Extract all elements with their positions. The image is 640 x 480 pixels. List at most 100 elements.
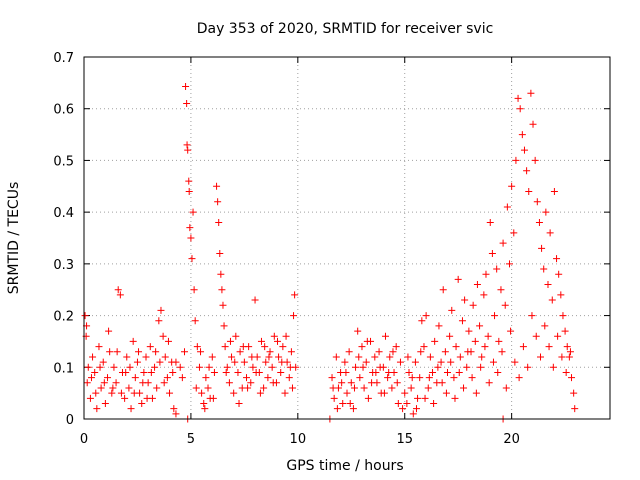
data-point — [570, 389, 578, 397]
data-point — [396, 358, 404, 366]
data-point — [550, 187, 558, 195]
data-point — [499, 239, 507, 247]
data-point — [151, 363, 159, 371]
data-point — [160, 379, 168, 387]
data-point — [332, 353, 340, 361]
data-point — [190, 286, 198, 294]
data-point — [251, 296, 259, 304]
data-point — [345, 348, 353, 356]
data-point — [388, 384, 396, 392]
data-point — [491, 312, 499, 320]
data-point — [506, 260, 514, 268]
data-point — [170, 405, 178, 413]
data-point — [338, 379, 346, 387]
data-point — [503, 203, 511, 211]
data-point — [447, 358, 455, 366]
data-point — [210, 368, 218, 376]
data-point — [176, 363, 184, 371]
data-point — [429, 368, 437, 376]
data-point — [389, 348, 397, 356]
data-point — [450, 374, 458, 382]
data-point — [553, 255, 561, 263]
data-point — [538, 244, 546, 252]
data-point — [350, 384, 358, 392]
data-point — [435, 322, 443, 330]
data-point — [198, 389, 206, 397]
data-point — [83, 379, 91, 387]
data-point — [555, 270, 563, 278]
data-point — [234, 368, 242, 376]
data-point — [401, 389, 409, 397]
data-point — [92, 389, 100, 397]
data-point — [84, 363, 92, 371]
data-point — [565, 353, 573, 361]
data-point — [117, 389, 125, 397]
data-point — [482, 270, 490, 278]
data-point — [235, 399, 243, 407]
data-point — [471, 337, 479, 345]
data-point — [510, 229, 518, 237]
data-point — [192, 384, 200, 392]
data-point — [542, 208, 550, 216]
data-point — [414, 394, 422, 402]
data-point — [244, 384, 252, 392]
data-point — [121, 394, 129, 402]
data-point — [89, 353, 97, 361]
data-point — [416, 374, 424, 382]
data-point — [214, 198, 222, 206]
data-point — [394, 399, 402, 407]
data-point — [512, 156, 520, 164]
y-tick-label: 0 — [66, 413, 74, 428]
data-point — [125, 384, 133, 392]
data-point — [155, 317, 163, 325]
data-point — [189, 208, 197, 216]
data-point — [100, 379, 108, 387]
data-point — [139, 379, 147, 387]
data-point — [495, 337, 503, 345]
data-point — [464, 348, 472, 356]
data-point — [142, 353, 150, 361]
data-point — [286, 363, 294, 371]
data-point — [287, 348, 295, 356]
data-point — [380, 389, 388, 397]
data-point — [221, 343, 229, 351]
data-point — [465, 327, 473, 335]
data-point — [403, 399, 411, 407]
data-point — [172, 410, 180, 418]
data-point — [486, 218, 494, 226]
data-point — [131, 374, 139, 382]
data-point — [204, 384, 212, 392]
data-point — [376, 363, 384, 371]
x-tick-label: 5 — [187, 432, 195, 447]
data-point — [266, 348, 274, 356]
data-point — [392, 343, 400, 351]
data-point — [518, 131, 526, 139]
data-point — [501, 301, 509, 309]
data-point — [201, 405, 209, 413]
data-point — [265, 353, 273, 361]
data-point — [494, 368, 502, 376]
data-point — [239, 343, 247, 351]
data-point — [178, 374, 186, 382]
data-point — [489, 358, 497, 366]
data-point — [546, 229, 554, 237]
data-point — [359, 363, 367, 371]
data-point — [554, 332, 562, 340]
data-point — [347, 379, 355, 387]
data-point — [104, 374, 112, 382]
data-point — [81, 312, 89, 320]
data-point — [533, 198, 541, 206]
data-point — [260, 384, 268, 392]
data-point — [157, 306, 165, 314]
data-point — [384, 374, 392, 382]
data-point — [456, 353, 464, 361]
data-point — [135, 348, 143, 356]
y-tick-label: 0.5 — [53, 154, 74, 169]
data-point — [140, 368, 148, 376]
data-point — [527, 89, 535, 97]
data-point — [541, 322, 549, 330]
data-point — [113, 348, 121, 356]
data-point — [507, 327, 515, 335]
data-point — [346, 399, 354, 407]
